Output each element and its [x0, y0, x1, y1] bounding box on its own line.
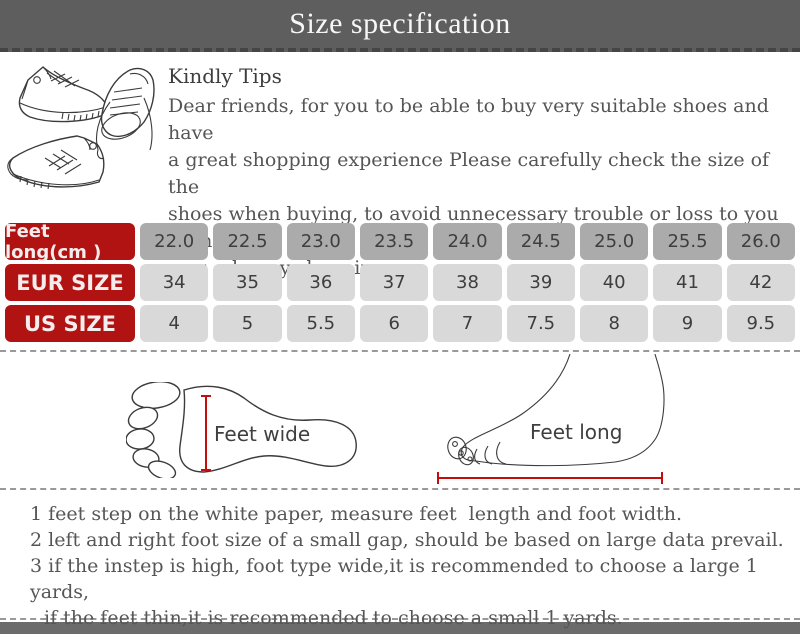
size-row-label-us: US SIZE — [5, 305, 135, 342]
kindly-line-2: a great shopping experience Please caref… — [168, 149, 776, 198]
size-row-label-eur: EUR SIZE — [5, 264, 135, 301]
us-size-value: 5.5 — [286, 305, 355, 342]
tip-line-3: 3 if the instep is high, foot type wide,… — [30, 555, 764, 603]
sneakers-line-art-icon — [7, 66, 155, 190]
sneakers-illustration — [0, 60, 168, 212]
feet-long-value: 24.5 — [506, 223, 575, 260]
size-row-label-feet-long: Feet long(cm ) — [5, 221, 135, 263]
us-size-value: 8 — [580, 305, 649, 342]
feet-long-value: 23.5 — [360, 223, 429, 260]
kindly-line-1: Dear friends, for you to be able to buy … — [168, 95, 775, 144]
measure-section: Feet wide Feet long — [0, 352, 800, 488]
us-size-value: 7.5 — [506, 305, 575, 342]
us-size-value: 9 — [653, 305, 722, 342]
eur-size-value: 42 — [726, 264, 795, 301]
eur-size-value: 36 — [286, 264, 355, 301]
feet-long-value: 22.5 — [213, 223, 282, 260]
feet-long-value: 22.0 — [140, 223, 209, 260]
eur-size-value: 40 — [580, 264, 649, 301]
tip-line-1: 1 feet step on the white paper, measure … — [30, 503, 683, 525]
eur-size-value: 35 — [213, 264, 282, 301]
divider-dashed-bottom — [0, 618, 800, 620]
feet-long-value: 23.0 — [286, 223, 355, 260]
tip-line-3-continued: if the feet thin,it is recommended to ch… — [44, 607, 623, 629]
kindly-tips-section: Kindly Tips Dear friends, for you to be … — [0, 52, 800, 279]
kindly-tips-heading: Kindly Tips — [168, 64, 282, 88]
divider-dashed-middle — [0, 488, 800, 490]
us-size-value: 7 — [433, 305, 502, 342]
foot-side-diagram: Feet long — [430, 353, 670, 486]
us-size-value: 5 — [213, 305, 282, 342]
eur-size-value: 41 — [653, 264, 722, 301]
feet-long-value: 24.0 — [433, 223, 502, 260]
feet-long-label: Feet long — [530, 420, 623, 444]
page-title: Size specification — [289, 7, 511, 40]
feet-long-value: 26.0 — [726, 223, 795, 260]
feet-wide-label: Feet wide — [214, 422, 311, 446]
divider-dashed-top — [0, 350, 800, 352]
eur-size-value: 38 — [433, 264, 502, 301]
footprint-illustration-icon — [125, 381, 357, 480]
kindly-tips-text: Kindly Tips Dear friends, for you to be … — [168, 52, 800, 282]
us-size-value: 9.5 — [726, 305, 795, 342]
us-size-value: 6 — [360, 305, 429, 342]
measuring-tips-section: 1 feet step on the white paper, measure … — [0, 490, 800, 629]
us-size-value: 4 — [140, 305, 209, 342]
footer-bar — [0, 620, 800, 634]
feet-long-value: 25.5 — [653, 223, 722, 260]
footprint-diagram: Feet wide — [125, 381, 362, 480]
header-bar: Size specification — [0, 0, 800, 52]
tip-line-2: 2 left and right foot size of a small ga… — [30, 529, 784, 551]
eur-size-value: 39 — [506, 264, 575, 301]
feet-long-value: 25.0 — [580, 223, 649, 260]
size-table: Feet long(cm ) 22.0 22.5 23.0 23.5 24.0 … — [5, 221, 795, 342]
foot-side-illustration-icon — [437, 353, 665, 484]
eur-size-value: 37 — [360, 264, 429, 301]
kindly-line-3: shoes when buying, to avoid unnecessary … — [168, 203, 779, 252]
eur-size-value: 34 — [140, 264, 209, 301]
